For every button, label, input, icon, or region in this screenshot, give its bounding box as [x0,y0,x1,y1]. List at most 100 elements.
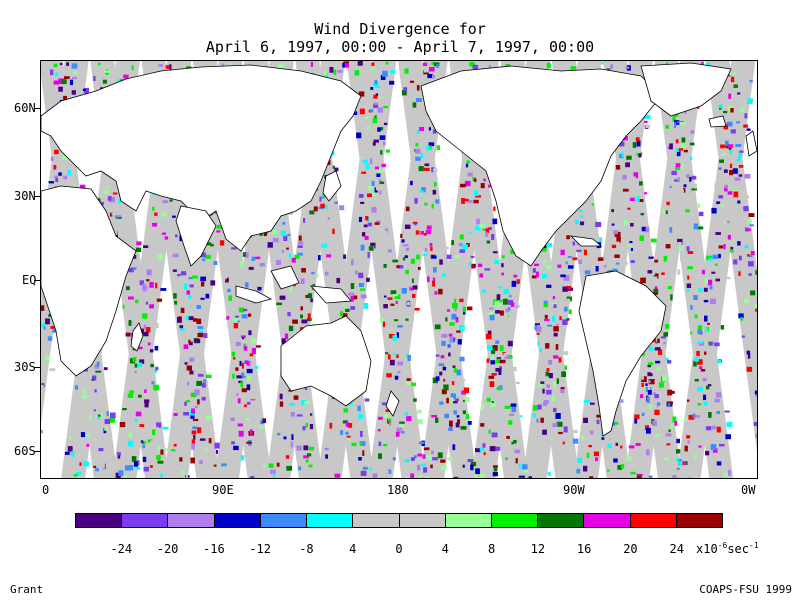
divergence-cell [708,412,712,418]
swath-band [676,61,756,478]
divergence-cell [507,299,514,305]
divergence-cell [188,295,192,300]
divergence-cell [595,221,602,228]
divergence-cell [460,426,467,430]
divergence-cell [156,298,163,302]
divergence-cell [738,165,744,168]
divergence-cell [397,325,403,328]
divergence-cell [243,346,248,351]
divergence-cell [439,401,444,405]
divergence-cell [718,245,724,249]
divergence-cell [405,354,409,357]
divergence-cell [358,272,364,279]
divergence-cell [246,360,250,366]
divergence-cell [641,374,644,380]
colorbar-tick-label: -12 [249,542,271,556]
divergence-cell [144,401,149,408]
divergence-cell [576,468,581,474]
divergence-cell [448,340,452,345]
divergence-cell [440,465,447,471]
divergence-cell [438,363,444,366]
divergence-cell [248,266,254,270]
divergence-cell [246,368,253,374]
divergence-cell [149,282,154,288]
divergence-cell [745,228,751,232]
divergence-cell [415,148,421,154]
divergence-cell [329,422,333,429]
divergence-cell [732,478,738,479]
divergence-cell [381,163,386,168]
divergence-cell [589,476,594,478]
divergence-cell [540,417,544,423]
divergence-cell [249,353,254,357]
divergence-cell [149,349,154,353]
divergence-cell [435,354,440,357]
divergence-cell [729,169,734,176]
divergence-cell [228,63,232,67]
divergence-cell [199,460,203,464]
divergence-cell [522,464,528,470]
divergence-cell [667,401,673,405]
divergence-cell [379,241,383,247]
divergence-cell [191,443,195,450]
divergence-cell [313,206,318,212]
divergence-cell [447,457,453,461]
divergence-cell [192,275,198,279]
divergence-cell [738,313,744,319]
divergence-cell [205,254,211,259]
divergence-cell [372,473,378,478]
divergence-cell [342,313,348,319]
divergence-cell [403,87,408,92]
divergence-cell [416,172,420,177]
divergence-cell [623,220,629,225]
divergence-cell [288,254,291,258]
divergence-cell [374,222,380,225]
divergence-cell [686,435,691,439]
divergence-cell [160,288,167,291]
divergence-cell [698,366,703,369]
divergence-cell [357,61,363,66]
divergence-cell [706,385,710,390]
divergence-cell [515,458,518,464]
divergence-cell [205,416,212,420]
divergence-cell [459,298,464,303]
divergence-cell [202,379,207,383]
units-prefix: x10 [696,542,718,556]
divergence-cell [58,78,65,84]
divergence-cell [513,439,517,444]
divergence-cell [656,268,660,271]
divergence-cell [336,314,338,320]
divergence-cell [744,299,749,304]
divergence-cell [546,265,552,269]
divergence-cell [715,392,722,398]
divergence-cell [401,431,405,434]
divergence-cell [553,326,559,332]
divergence-cell [324,271,329,276]
divergence-cell [179,457,183,462]
divergence-cell [717,360,721,364]
divergence-cell [562,351,569,356]
divergence-cell [453,476,459,478]
divergence-cell [704,315,708,322]
divergence-cell [86,425,90,429]
divergence-cell [728,93,732,99]
divergence-cell [688,477,691,478]
chart-title-line1: Wind Divergence for [314,20,486,38]
divergence-cell [144,399,150,403]
land-new-guinea [310,285,352,304]
divergence-cell [627,207,631,210]
divergence-cell [436,145,441,151]
divergence-cell [723,244,726,250]
divergence-cell [142,445,146,449]
divergence-cell [86,443,90,447]
divergence-cell [200,276,206,282]
divergence-cell [560,249,565,256]
divergence-cell [340,430,344,435]
divergence-cell [681,163,684,169]
divergence-cell [707,384,712,387]
divergence-cell [686,399,690,402]
divergence-cell [199,438,206,441]
divergence-cell [83,448,87,451]
divergence-cell [446,431,451,437]
divergence-cell [749,319,752,323]
